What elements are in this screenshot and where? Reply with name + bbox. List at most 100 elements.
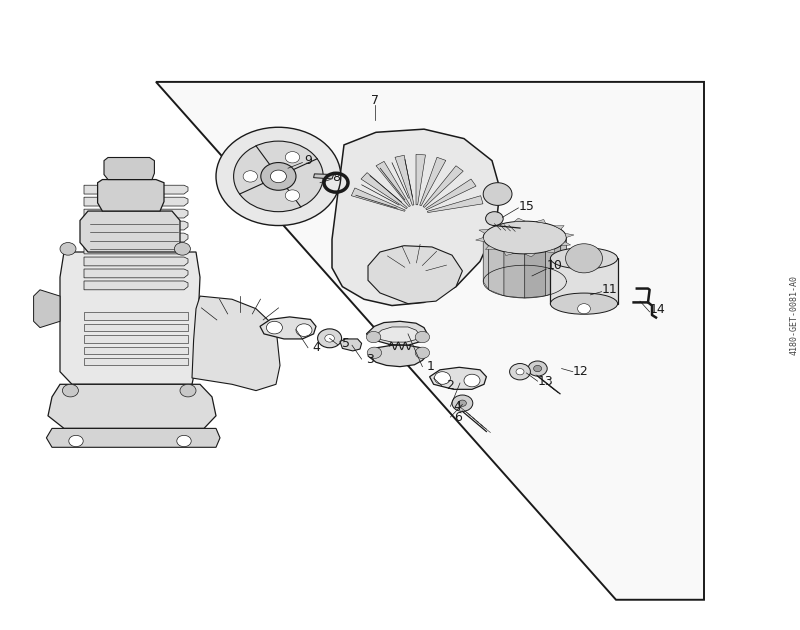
Polygon shape — [546, 246, 561, 296]
Circle shape — [180, 384, 196, 397]
Polygon shape — [561, 238, 566, 290]
Circle shape — [266, 321, 282, 334]
Polygon shape — [84, 185, 188, 194]
Polygon shape — [504, 252, 514, 256]
Circle shape — [452, 395, 473, 411]
Circle shape — [69, 435, 83, 447]
Polygon shape — [395, 155, 414, 205]
Circle shape — [510, 364, 530, 380]
Text: 4180-GET-0081-A0: 4180-GET-0081-A0 — [789, 275, 798, 355]
Circle shape — [286, 190, 300, 201]
Circle shape — [528, 361, 547, 376]
Polygon shape — [504, 252, 525, 298]
Polygon shape — [376, 161, 410, 207]
Circle shape — [62, 384, 78, 397]
Circle shape — [177, 435, 191, 447]
Polygon shape — [486, 246, 495, 249]
Polygon shape — [34, 290, 60, 328]
Polygon shape — [98, 180, 164, 211]
Circle shape — [234, 141, 323, 212]
Polygon shape — [104, 158, 154, 180]
Polygon shape — [420, 158, 446, 206]
Polygon shape — [192, 296, 280, 391]
Circle shape — [296, 324, 312, 336]
Polygon shape — [525, 221, 546, 267]
Circle shape — [318, 329, 342, 348]
Polygon shape — [483, 221, 566, 254]
Text: 4: 4 — [454, 400, 462, 413]
Polygon shape — [430, 367, 486, 389]
Polygon shape — [546, 223, 561, 273]
Polygon shape — [84, 197, 188, 206]
Polygon shape — [361, 173, 407, 209]
Text: 6: 6 — [454, 411, 462, 423]
Circle shape — [415, 347, 430, 358]
Polygon shape — [314, 174, 334, 179]
Circle shape — [578, 304, 590, 314]
Text: 13: 13 — [538, 375, 554, 387]
Polygon shape — [368, 345, 428, 367]
Polygon shape — [84, 209, 188, 218]
Polygon shape — [479, 229, 489, 233]
Text: 4: 4 — [312, 341, 320, 354]
Polygon shape — [483, 229, 489, 282]
Circle shape — [534, 365, 542, 372]
Text: 5: 5 — [342, 337, 350, 350]
Polygon shape — [416, 154, 426, 205]
Polygon shape — [156, 82, 704, 600]
Text: 15: 15 — [518, 200, 534, 212]
Circle shape — [286, 152, 300, 163]
Polygon shape — [351, 188, 406, 211]
Polygon shape — [48, 384, 216, 428]
Polygon shape — [476, 238, 485, 242]
Polygon shape — [554, 226, 564, 229]
Text: 9: 9 — [304, 154, 312, 167]
Ellipse shape — [550, 248, 618, 269]
Polygon shape — [368, 246, 462, 304]
Polygon shape — [535, 219, 546, 223]
Polygon shape — [514, 218, 525, 222]
Circle shape — [243, 171, 258, 182]
Polygon shape — [427, 196, 483, 212]
Circle shape — [60, 243, 76, 255]
Text: 3: 3 — [366, 353, 374, 365]
Polygon shape — [84, 269, 188, 278]
Circle shape — [464, 374, 480, 387]
Polygon shape — [489, 223, 504, 273]
Text: 10: 10 — [546, 260, 562, 272]
Polygon shape — [84, 358, 188, 365]
Circle shape — [566, 244, 602, 273]
Polygon shape — [84, 335, 188, 343]
Polygon shape — [376, 327, 420, 342]
Polygon shape — [494, 222, 504, 226]
Polygon shape — [483, 238, 489, 290]
Polygon shape — [84, 245, 188, 254]
Polygon shape — [504, 221, 525, 267]
Polygon shape — [489, 246, 504, 296]
Polygon shape — [561, 229, 566, 282]
Polygon shape — [84, 221, 188, 230]
Circle shape — [415, 331, 430, 343]
Polygon shape — [332, 129, 500, 306]
Circle shape — [516, 369, 524, 375]
Polygon shape — [550, 258, 618, 304]
Polygon shape — [84, 233, 188, 242]
Circle shape — [486, 212, 503, 226]
Ellipse shape — [550, 293, 618, 314]
Circle shape — [216, 127, 341, 226]
Polygon shape — [84, 281, 188, 290]
Circle shape — [367, 347, 382, 358]
Polygon shape — [525, 253, 535, 257]
Polygon shape — [565, 233, 574, 238]
Text: 1: 1 — [426, 360, 434, 373]
Circle shape — [270, 170, 286, 183]
Polygon shape — [84, 324, 188, 331]
Polygon shape — [340, 339, 362, 351]
Text: 8: 8 — [332, 171, 340, 184]
Circle shape — [366, 331, 381, 343]
Circle shape — [261, 163, 296, 190]
Polygon shape — [260, 317, 316, 339]
Polygon shape — [84, 346, 188, 354]
Polygon shape — [525, 252, 546, 298]
Circle shape — [483, 183, 512, 205]
